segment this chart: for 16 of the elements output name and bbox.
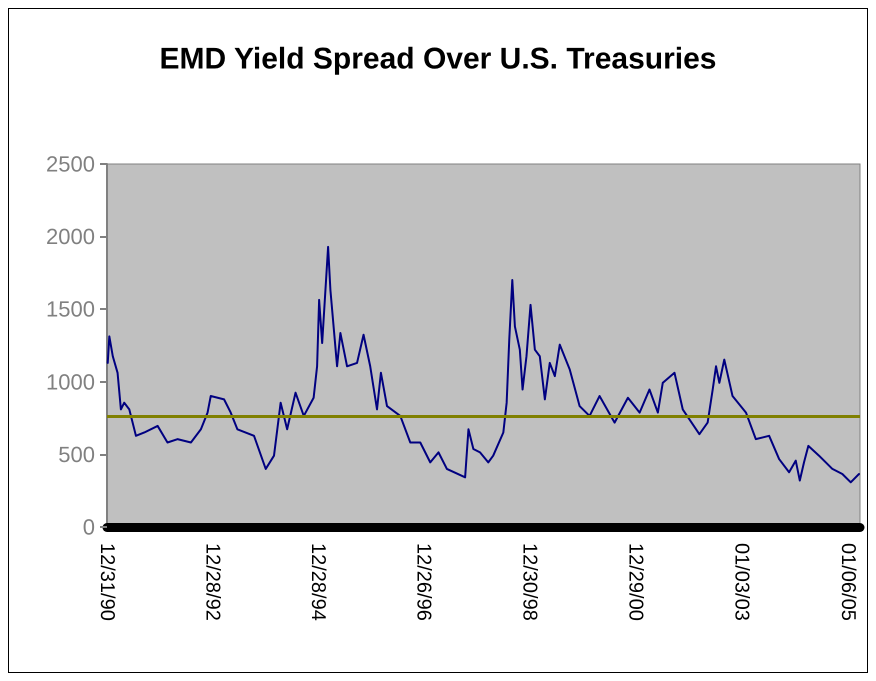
x-tick-label: 12/28/92 [201,543,224,621]
x-tick-label: 12/28/94 [306,543,329,621]
y-tick-label: 0 [82,514,95,540]
y-tick-label: 1000 [46,369,95,394]
x-tick-label: 01/03/03 [730,543,753,621]
x-tick-label: 12/30/98 [518,543,541,621]
x-tick-label: 01/06/05 [836,543,859,621]
chart-title: EMD Yield Spread Over U.S. Treasuries [160,42,716,76]
y-tick-label: 500 [58,442,95,467]
x-tick-label: 12/26/96 [412,543,434,621]
x-tick-label: 12/29/00 [624,543,646,621]
line-series [106,246,860,484]
y-tick-label: 2500 [46,152,95,176]
x-tick-label: 12/31/90 [96,543,118,621]
y-tick-label: 2000 [46,224,95,250]
y-tick-label: 1500 [46,296,95,322]
